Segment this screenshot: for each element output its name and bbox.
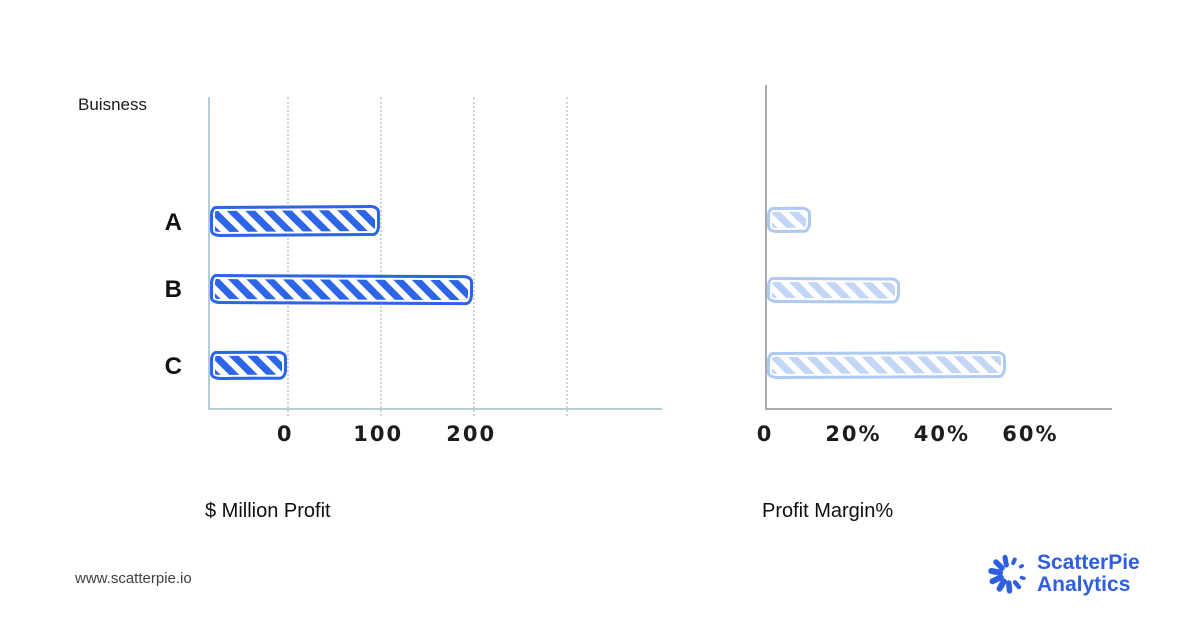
x-tick-40%: 40% <box>913 422 971 446</box>
bar-C <box>766 350 1006 379</box>
gridline <box>473 97 476 416</box>
category-label-C: C <box>164 352 182 380</box>
chart-title-1: Profit Margin% <box>762 500 894 522</box>
x-tick-100: 100 <box>353 422 404 446</box>
x-tick-60%: 60% <box>1002 422 1059 446</box>
x-tick-20%: 20% <box>825 422 882 446</box>
category-label-A: A <box>164 208 182 236</box>
x-tick-200: 200 <box>446 422 497 446</box>
chart-plot-0 <box>208 97 662 416</box>
x-tick-0: 0 <box>756 422 774 446</box>
chart-plot-1 <box>765 85 1112 410</box>
gridline <box>287 97 290 416</box>
bar-A <box>209 204 381 237</box>
bar-B <box>209 274 474 306</box>
axis-top-label: Buisness <box>78 95 147 114</box>
logo-line-1: ScatterPie <box>1037 551 1140 574</box>
gridline <box>566 97 569 416</box>
scatterpie-logo: ScatterPie Analytics <box>988 551 1140 597</box>
website-url: www.scatterpie.io <box>75 570 192 587</box>
chart-title-0: $ Million Profit <box>205 500 331 522</box>
bar-C <box>209 350 288 380</box>
bar-A <box>766 206 812 233</box>
scatterpie-logo-text: ScatterPie Analytics <box>1037 551 1140 597</box>
bar-B <box>766 277 900 304</box>
x-tick-0: 0 <box>276 422 294 446</box>
gridline <box>380 97 383 416</box>
scatterpie-logo-icon <box>988 555 1026 595</box>
logo-line-2: Analytics <box>1037 573 1131 597</box>
category-label-B: B <box>164 276 182 303</box>
